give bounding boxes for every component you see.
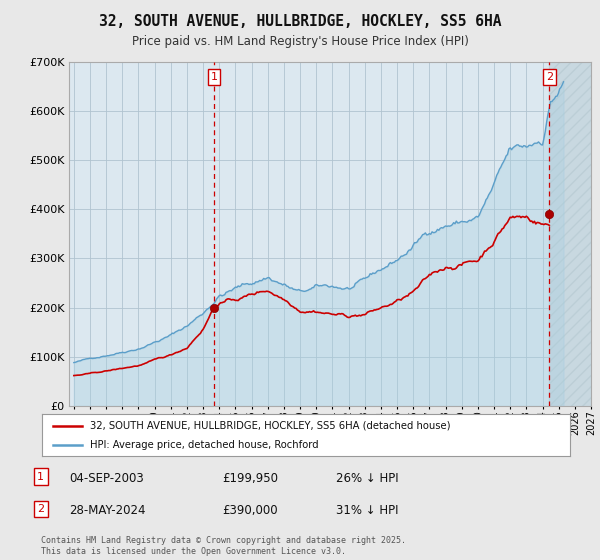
Text: Price paid vs. HM Land Registry's House Price Index (HPI): Price paid vs. HM Land Registry's House … — [131, 35, 469, 48]
Text: £390,000: £390,000 — [222, 504, 278, 517]
Text: 31% ↓ HPI: 31% ↓ HPI — [336, 504, 398, 517]
Text: 2: 2 — [546, 72, 553, 82]
Text: 28-MAY-2024: 28-MAY-2024 — [69, 504, 146, 517]
Text: 1: 1 — [211, 72, 217, 82]
Text: £199,950: £199,950 — [222, 472, 278, 484]
Text: HPI: Average price, detached house, Rochford: HPI: Average price, detached house, Roch… — [89, 440, 318, 450]
Text: 1: 1 — [37, 472, 44, 482]
Text: 32, SOUTH AVENUE, HULLBRIDGE, HOCKLEY, SS5 6HA (detached house): 32, SOUTH AVENUE, HULLBRIDGE, HOCKLEY, S… — [89, 421, 450, 431]
Text: 04-SEP-2003: 04-SEP-2003 — [69, 472, 144, 484]
Text: 32, SOUTH AVENUE, HULLBRIDGE, HOCKLEY, SS5 6HA: 32, SOUTH AVENUE, HULLBRIDGE, HOCKLEY, S… — [99, 14, 501, 29]
Text: Contains HM Land Registry data © Crown copyright and database right 2025.
This d: Contains HM Land Registry data © Crown c… — [41, 536, 406, 556]
Text: 2: 2 — [37, 504, 44, 514]
Text: 26% ↓ HPI: 26% ↓ HPI — [336, 472, 398, 484]
